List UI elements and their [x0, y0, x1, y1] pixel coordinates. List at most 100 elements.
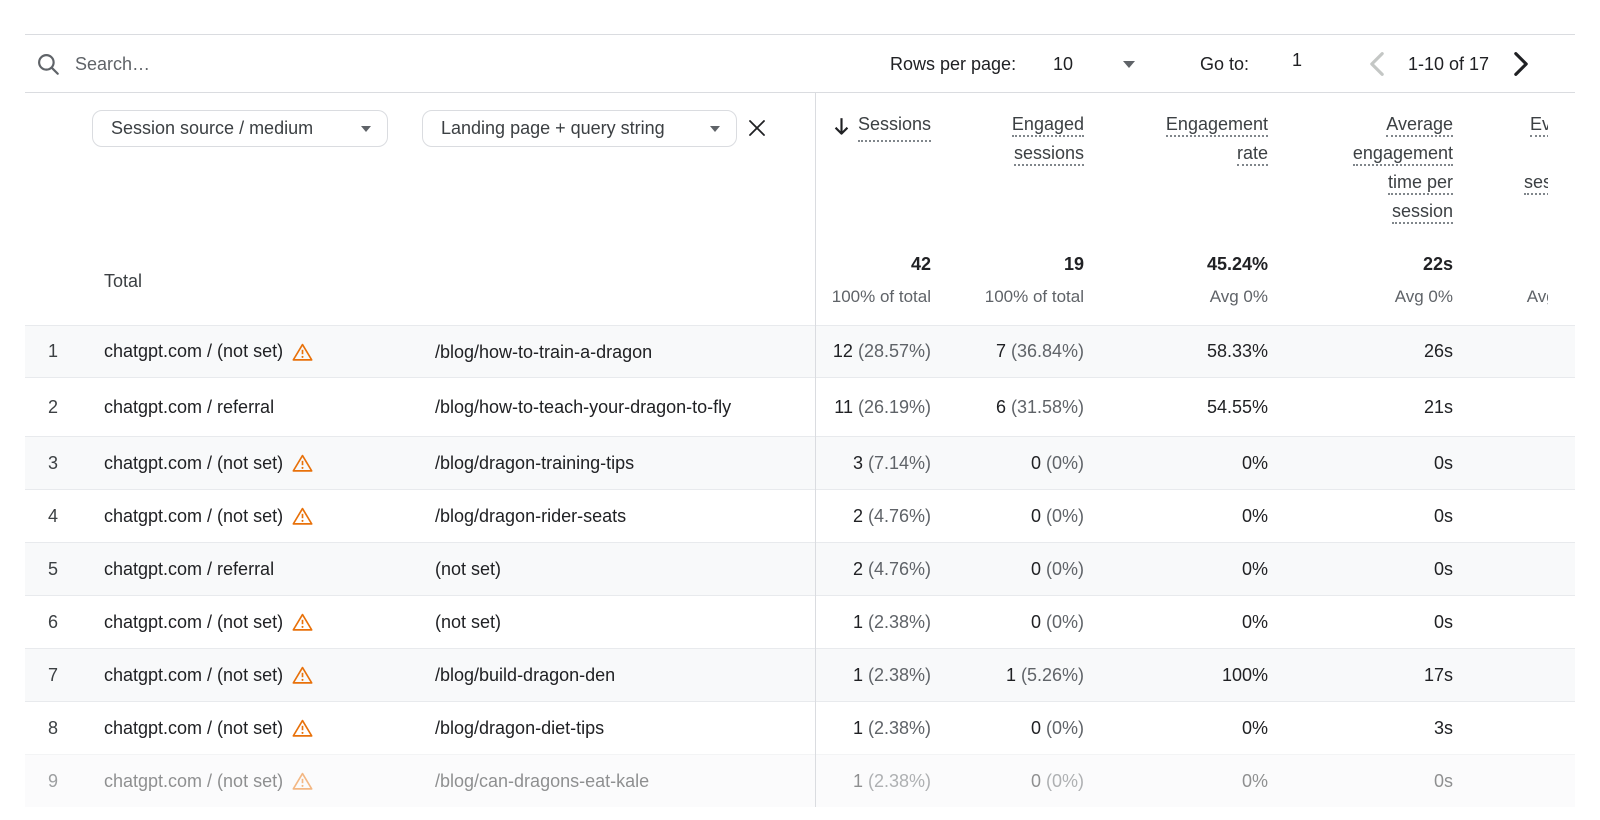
column-header-engaged-sessions[interactable]: Engaged sessions	[934, 110, 1084, 168]
table-row: 6 chatgpt.com / (not set) (not set) 1 (2.…	[25, 595, 1575, 648]
avg-engagement-time-cell: 0s	[1433, 611, 1453, 632]
total-engaged-sessions: 19	[1063, 254, 1084, 274]
engaged-sessions-cell: 0 (0%)	[1030, 611, 1084, 632]
table-row: 1 chatgpt.com / (not set) /blog/how-to-t…	[25, 325, 1575, 377]
session-source-medium-cell: chatgpt.com / (not set)	[104, 437, 313, 489]
divider	[25, 92, 1575, 93]
engagement-rate-cell: 0%	[1241, 611, 1268, 632]
session-source-medium-cell: chatgpt.com / (not set)	[104, 490, 313, 542]
goto-page-input[interactable]	[1286, 50, 1326, 71]
landing-page-cell: /blog/build-dragon-den	[435, 665, 616, 685]
table-row: 5 chatgpt.com / referral (not set) 2 (4.7…	[25, 542, 1575, 595]
column-header-engagement-rate[interactable]: Engagement rate	[1088, 110, 1268, 168]
session-source-medium-cell: chatgpt.com / (not set)	[104, 326, 313, 377]
table-body: 1 chatgpt.com / (not set) /blog/how-to-t…	[25, 325, 1575, 807]
engagement-rate-cell: 0%	[1241, 558, 1268, 579]
avg-engagement-time-cell: 21s	[1423, 396, 1453, 417]
avg-engagement-time-cell: 26s	[1423, 341, 1453, 361]
total-sessions-subtext: 100% of total	[831, 287, 931, 306]
next-page-button[interactable]	[1512, 51, 1530, 80]
landing-page-cell: /blog/dragon-rider-seats	[435, 506, 627, 526]
total-avg-engagement-time: 22s	[1422, 254, 1453, 274]
avg-engagement-time-cell: 0s	[1433, 505, 1453, 526]
session-source-medium-cell: chatgpt.com / (not set)	[104, 596, 313, 648]
landing-page-cell: (not set)	[435, 612, 502, 632]
table-row: 7 chatgpt.com / (not set) /blog/build-dr…	[25, 648, 1575, 701]
landing-page-cell: /blog/how-to-teach-your-dragon-to-fly	[435, 397, 732, 417]
session-source-medium-cell: chatgpt.com / (not set)	[104, 755, 313, 807]
warning-icon[interactable]	[292, 453, 313, 473]
pagination-range: 1-10 of 17	[1408, 54, 1490, 74]
row-number: 2	[48, 396, 59, 417]
total-label: Total	[104, 271, 143, 291]
landing-page-cell: (not set)	[435, 559, 502, 579]
row-number: 8	[48, 717, 59, 738]
row-number: 7	[48, 664, 59, 685]
chevron-down-icon	[710, 125, 720, 132]
warning-icon[interactable]	[292, 506, 313, 526]
avg-engagement-time-cell: 0s	[1433, 452, 1453, 473]
table-row: 4 chatgpt.com / (not set) /blog/dragon-r…	[25, 489, 1575, 542]
engaged-sessions-cell: 7 (36.84%)	[995, 341, 1084, 361]
sessions-cell: 1 (2.38%)	[852, 770, 931, 791]
search-input[interactable]	[75, 47, 775, 81]
total-avg-time-subtext: Avg 0%	[1394, 287, 1453, 306]
total-engaged-subtext: 100% of total	[984, 287, 1084, 306]
total-sessions: 42	[910, 254, 931, 274]
session-source-medium-cell: chatgpt.com / referral	[104, 558, 275, 579]
landing-page-cell: /blog/dragon-diet-tips	[435, 718, 605, 738]
sessions-cell: 11 (26.19%)	[834, 396, 931, 417]
warning-icon[interactable]	[292, 665, 313, 685]
engaged-sessions-cell: 6 (31.58%)	[995, 396, 1084, 417]
rows-per-page-label: Rows per page:	[890, 54, 1017, 74]
goto-label: Go to:	[1200, 54, 1250, 74]
chevron-right-icon	[1514, 52, 1528, 76]
sessions-cell: 2 (4.76%)	[852, 505, 931, 526]
chevron-down-icon	[1123, 61, 1136, 68]
secondary-dimension-label: Landing page + query string	[441, 118, 665, 138]
warning-icon[interactable]	[292, 771, 313, 791]
table-row: 8 chatgpt.com / (not set) /blog/dragon-d…	[25, 701, 1575, 754]
column-header-sessions[interactable]: Sessions	[760, 110, 931, 142]
rows-per-page-select[interactable]: 10	[1053, 52, 1136, 77]
column-header-events-per-session-clipped[interactable]: Events per session	[1453, 110, 1548, 197]
warning-icon[interactable]	[292, 718, 313, 738]
landing-page-cell: /blog/can-dragons-eat-kale	[435, 771, 650, 791]
table-row: 9 chatgpt.com / (not set) /blog/can-drag…	[25, 754, 1575, 807]
engagement-rate-cell: 0%	[1241, 770, 1268, 791]
warning-icon[interactable]	[292, 342, 313, 362]
landing-page-cell: /blog/how-to-train-a-dragon	[435, 341, 653, 362]
previous-page-button[interactable]	[1368, 51, 1386, 80]
engagement-rate-cell: 0%	[1241, 452, 1268, 473]
total-events-subtext-clipped: Avg 0%	[1526, 287, 1548, 306]
total-engagement-rate: 45.24%	[1206, 254, 1268, 274]
row-number: 3	[48, 452, 59, 473]
rows-per-page-value: 10	[1053, 54, 1074, 74]
remove-secondary-dimension-button[interactable]	[744, 116, 770, 142]
engaged-sessions-cell: 0 (0%)	[1030, 558, 1084, 579]
primary-dimension-label: Session source / medium	[111, 118, 314, 138]
avg-engagement-time-cell: 0s	[1433, 558, 1453, 579]
engaged-sessions-cell: 0 (0%)	[1030, 452, 1084, 473]
divider	[25, 34, 1575, 35]
engaged-sessions-cell: 1 (5.26%)	[1005, 664, 1084, 685]
avg-engagement-time-cell: 17s	[1423, 664, 1453, 685]
column-header-avg-engagement-time[interactable]: Average engagement time per session	[1269, 110, 1453, 226]
dimension-metric-divider	[815, 92, 816, 807]
secondary-dimension-chip[interactable]: Landing page + query string	[422, 110, 737, 147]
primary-dimension-chip[interactable]: Session source / medium	[92, 110, 388, 147]
engagement-rate-cell: 58.33%	[1206, 341, 1268, 361]
row-number: 6	[48, 611, 59, 632]
avg-engagement-time-cell: 0s	[1433, 770, 1453, 791]
chevron-down-icon	[361, 125, 371, 132]
search-icon	[35, 51, 61, 82]
sessions-cell: 3 (7.14%)	[852, 452, 931, 473]
warning-icon[interactable]	[292, 612, 313, 632]
session-source-medium-cell: chatgpt.com / referral	[104, 396, 275, 417]
row-number: 4	[48, 505, 59, 526]
sessions-cell: 12 (28.57%)	[832, 341, 931, 361]
engaged-sessions-cell: 0 (0%)	[1030, 505, 1084, 526]
engagement-rate-cell: 0%	[1241, 717, 1268, 738]
sessions-cell: 1 (2.38%)	[852, 717, 931, 738]
